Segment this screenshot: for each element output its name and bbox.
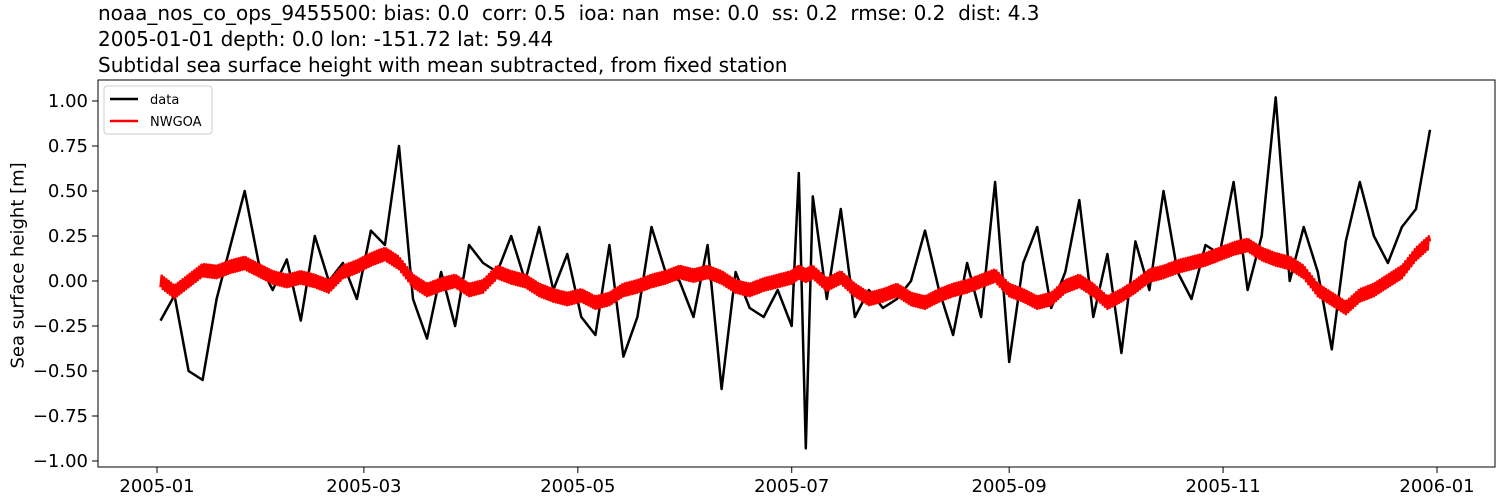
y-tick-label: 0.50 [48,181,88,202]
axes-frame [97,79,1496,468]
y-tick-label: 0.25 [48,226,88,247]
title-line-description: Subtidal sea surface height with mean su… [98,53,788,77]
y-tick-label: −0.75 [33,406,88,427]
x-tick-label: 2005-07 [754,476,829,497]
x-tick-label: 2005-01 [119,476,194,497]
x-tick-label: 2005-09 [972,476,1047,497]
x-tick-label: 2005-03 [326,476,401,497]
y-tick-label: −0.50 [33,361,88,382]
legend-label-data: data [150,93,179,108]
x-tick-label: 2005-05 [540,476,615,497]
y-tick-label: −0.25 [33,316,88,337]
y-axis-ticks: 1.00 0.75 0.50 0.25 0.00 −0.25 −0.50 −0.75 −1.00 [33,91,98,472]
title-line-stats: noaa_nos_co_ops_9455500: bias: 0.0 corr:… [98,1,1040,25]
x-tick-label: 2006-01 [1399,476,1474,497]
chart-title: noaa_nos_co_ops_9455500: bias: 0.0 corr:… [98,0,1040,78]
series-line-nwgoa [159,234,1432,316]
series-layer [159,96,1432,450]
y-tick-label: −1.00 [33,451,88,472]
y-tick-label: 1.00 [48,91,88,112]
y-tick-label: 0.75 [48,136,88,157]
legend-label-nwgoa: NWGOA [150,115,202,130]
legend: data NWGOA [103,85,213,135]
x-tick-label: 2005-11 [1185,476,1260,497]
x-axis-ticks: 2005-01 2005-03 2005-05 2005-07 2005-09 2005-… [119,467,1475,497]
y-tick-label: 0.00 [48,271,88,292]
title-line-location: 2005-01-01 depth: 0.0 lon: -151.72 lat: … [98,27,554,51]
